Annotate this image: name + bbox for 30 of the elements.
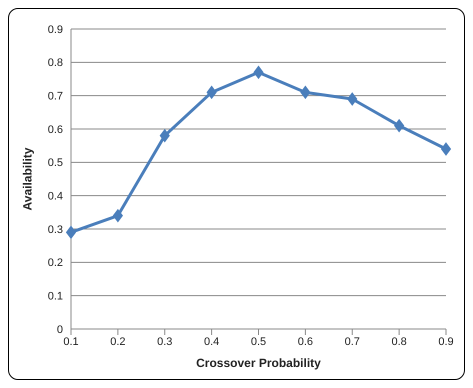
y-tick-label: 0.5 bbox=[48, 157, 63, 170]
x-tick-label: 0.1 bbox=[63, 336, 79, 348]
point bbox=[394, 119, 404, 132]
y-tick-label: 0.7 bbox=[48, 90, 63, 103]
y-axis-title: Availability bbox=[20, 147, 34, 210]
y-tick-label: 0.9 bbox=[48, 24, 63, 36]
point bbox=[66, 226, 76, 239]
y-tick-label: 0.2 bbox=[48, 257, 63, 270]
point bbox=[347, 92, 358, 106]
x-tick-label: 0.9 bbox=[438, 336, 454, 348]
x-tick-label: 0.7 bbox=[344, 336, 360, 348]
x-tick-label: 0.3 bbox=[157, 336, 172, 348]
point bbox=[300, 86, 310, 99]
y-tick-label: 0.3 bbox=[48, 224, 63, 236]
x-tick-label: 0.6 bbox=[298, 336, 314, 348]
x-tick-label: 0.8 bbox=[391, 336, 407, 348]
x-tick-label: 0.5 bbox=[250, 336, 266, 348]
y-tick-label: 0.8 bbox=[48, 57, 63, 70]
point bbox=[254, 66, 264, 79]
y-tick-label: 0.1 bbox=[48, 290, 63, 303]
point bbox=[160, 129, 170, 142]
y-tick-label: 0.6 bbox=[48, 124, 63, 136]
x-tick-label: 0.2 bbox=[110, 336, 126, 348]
y-tick-label: 0.4 bbox=[48, 190, 63, 203]
point bbox=[441, 142, 451, 156]
x-axis-title: Crossover Probability bbox=[196, 356, 322, 370]
point bbox=[206, 86, 217, 99]
y-tick-label: 0 bbox=[56, 324, 63, 336]
point bbox=[112, 209, 123, 222]
x-tick-label: 0.4 bbox=[204, 336, 220, 348]
